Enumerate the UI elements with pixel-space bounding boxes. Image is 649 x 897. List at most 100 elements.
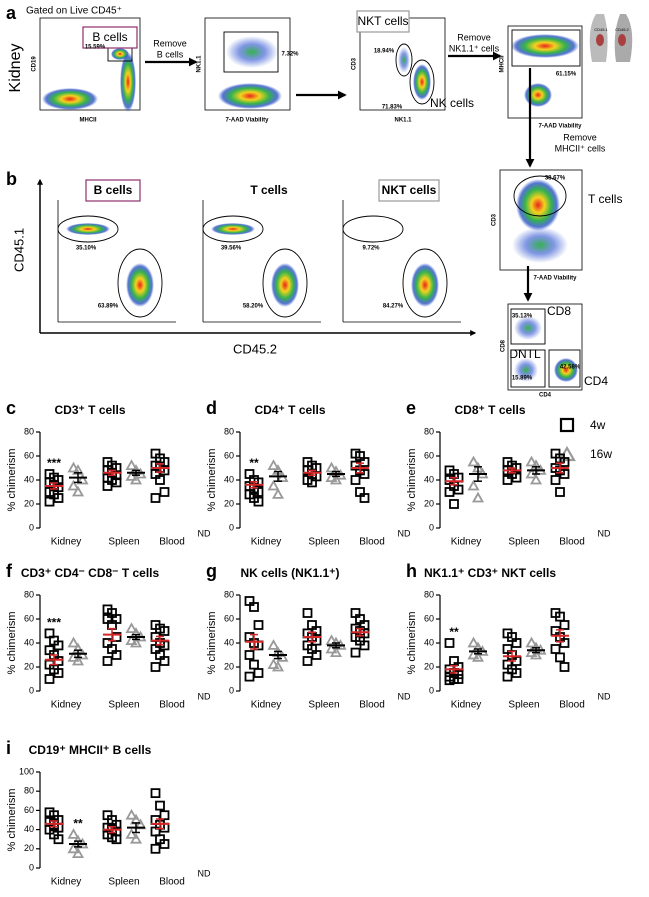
gate-label: NK cells: [430, 96, 474, 110]
data-point: [150, 843, 161, 854]
data-point: [67, 636, 80, 648]
x-tick-label: Blood: [159, 700, 185, 711]
panel-letter: b: [6, 169, 17, 189]
density: [411, 263, 439, 307]
y-tick-label: 40: [424, 474, 434, 484]
gate-pct: 61.15%: [556, 72, 577, 78]
gate-label: NKT cells: [357, 14, 408, 28]
gate: [117, 248, 163, 318]
x-tick-label: Spleen: [508, 537, 539, 548]
dot-plot: i CD19⁺ MHCII⁺ B cells % chimerism 0 20 40 60 8…: [6, 738, 211, 888]
step-label: MHCII⁺ cells: [555, 143, 606, 153]
data-point: [267, 639, 280, 650]
data-point: [111, 477, 122, 488]
y-tick-label: 20: [224, 498, 234, 508]
y-tick-label: 60: [24, 613, 34, 623]
annotation: **: [73, 817, 83, 831]
data-point: [449, 499, 459, 509]
gate-pct: 84.27%: [383, 304, 404, 310]
y-axis-label: % chimerism: [206, 612, 218, 675]
density: [351, 223, 395, 235]
gate-pct: 15.59%: [85, 45, 106, 51]
chart-title: CD3⁺ CD4⁻ CD8⁻ T cells: [21, 566, 160, 580]
y-axis-label: MHCII: [500, 55, 506, 72]
data-point: [502, 475, 513, 485]
x-tick-label: Blood: [359, 700, 385, 711]
data-point: [467, 479, 480, 491]
density: [226, 36, 278, 68]
data-point: [329, 646, 343, 657]
panel-letter: f: [6, 561, 13, 581]
chart-title: NK cells (NK1.1⁺): [240, 566, 339, 580]
y-tick-label: 40: [24, 474, 34, 484]
gate-pct: 58.20%: [243, 304, 264, 310]
y-tick-label: 40: [424, 637, 434, 647]
data-point: [249, 659, 259, 670]
data-point: [159, 626, 170, 636]
gate: [409, 59, 435, 105]
density: [524, 83, 552, 107]
title-box: [378, 179, 440, 202]
x-axis-label: CD4: [539, 393, 552, 399]
dot-plot: h NK1.1⁺ CD3⁺ NKT cells % chimerism 0 20 40 60…: [406, 561, 611, 711]
gate: [57, 215, 119, 243]
annotation: ND: [198, 691, 211, 701]
data-point: [350, 647, 361, 658]
data-point: [71, 847, 85, 858]
data-point: [125, 808, 138, 820]
data-point: [529, 473, 543, 485]
data-point: [253, 668, 264, 678]
annotation: **: [249, 456, 259, 470]
y-axis-label: CD3: [492, 213, 498, 226]
y-axis-label: % chimerism: [6, 449, 18, 512]
density: [413, 64, 431, 100]
y-tick-label: 20: [424, 661, 434, 671]
y-tick-label: 40: [24, 824, 34, 834]
data-point: [244, 671, 255, 682]
data-point: [329, 473, 343, 485]
chart-title: CD19⁺ MHCII⁺ B cells: [29, 743, 152, 757]
gate: [402, 248, 448, 318]
density: [211, 223, 255, 235]
chart-title: NK1.1⁺ CD3⁺ NKT cells: [424, 566, 556, 580]
gate-pct: 9.72%: [362, 246, 380, 252]
y-tick-label: 0: [229, 522, 234, 532]
gate-label-box: [356, 10, 410, 33]
annotation: ND: [198, 868, 211, 878]
density: [126, 263, 154, 307]
data-point: [253, 620, 264, 630]
data-point: [53, 640, 64, 651]
gate: [395, 43, 413, 77]
y-tick-label: 60: [424, 613, 434, 623]
data-point: [302, 608, 313, 618]
dot-plot: g NK cells (NK1.1⁺) % chimerism 0 20 40 60 80 Ki…: [206, 561, 411, 711]
density: [514, 358, 538, 382]
y-tick-label: 80: [424, 589, 434, 599]
data-point: [444, 487, 455, 497]
data-point: [271, 660, 285, 672]
data-point: [159, 810, 170, 821]
panel-letter: e: [406, 398, 416, 418]
density: [554, 358, 578, 382]
gate-pct: 63.89%: [98, 304, 119, 310]
tissue-label: Kidney: [7, 44, 24, 93]
data-point: [307, 477, 317, 488]
gate-pct: 18.94%: [374, 49, 395, 55]
gate-pct: 39.56%: [221, 246, 242, 252]
data-point: [67, 828, 80, 839]
x-tick-label: Spleen: [308, 700, 339, 711]
y-tick-label: 40: [224, 474, 234, 484]
chart-title: CD3⁺ T cells: [54, 403, 125, 417]
gate-label: T cells: [588, 192, 622, 206]
annotation: ND: [398, 691, 411, 701]
y-axis-label: CD45.1: [11, 228, 26, 272]
gate: [342, 215, 404, 243]
data-point: [159, 656, 170, 666]
data-point: [44, 674, 55, 684]
data-point: [125, 459, 138, 470]
data-point: [71, 485, 85, 497]
annotation: ND: [398, 528, 411, 538]
y-tick-label: 0: [29, 862, 34, 872]
x-tick-label: Blood: [559, 700, 585, 711]
data-point: [125, 622, 138, 633]
